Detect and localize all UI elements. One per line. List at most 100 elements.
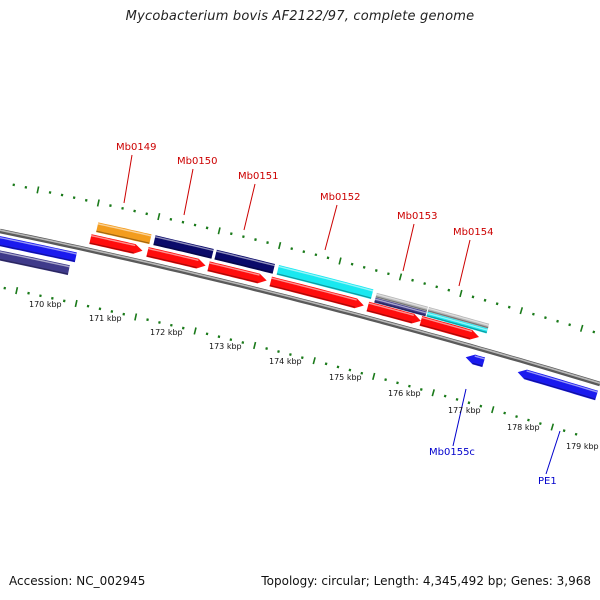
cog-bar-mb0153-top[interactable] [375, 292, 429, 312]
inner-tick-minor [205, 332, 209, 336]
outer-tick-minor [133, 209, 136, 213]
cog-bar-mb0153-bottom-shade [374, 301, 426, 316]
cog-bar-mb0153-top-shine [376, 293, 428, 309]
gene-label-mb0150[interactable]: Mb0150 [177, 156, 217, 167]
outer-tick-minor [229, 232, 233, 236]
inner-tick-minor [503, 411, 507, 415]
cog-bar-mb0153-bottom[interactable] [374, 297, 427, 317]
cds-mb0150-shine [148, 247, 199, 261]
inner-tick-minor [146, 318, 149, 322]
map-title: Mycobacterium bovis AF2122/97, complete … [125, 9, 475, 24]
inner-tick-minor [217, 335, 221, 339]
inner-tick-minor [39, 294, 42, 298]
inner-tick-minor [229, 338, 233, 342]
outer-tick-minor [447, 288, 451, 292]
cds-mb0149[interactable] [89, 234, 143, 254]
outer-tick-minor [544, 316, 547, 320]
gene-label-mb0155c[interactable]: Mb0155c [429, 447, 475, 458]
inner-tick-minor [562, 429, 566, 433]
scale-label-179: 179 kbp [566, 442, 599, 451]
outer-tick-minor [205, 226, 209, 230]
cog-bar-mb0150-body [153, 235, 214, 259]
cds-mb0151[interactable] [207, 261, 267, 284]
outer-tick-minor [145, 212, 149, 216]
cog-bar-mb0151[interactable] [214, 249, 275, 274]
leader-mb0154 [458, 239, 471, 287]
gene-label-mb0154[interactable]: Mb0154 [453, 227, 493, 238]
outer-tick-minor [242, 235, 245, 239]
inner-tick-minor [86, 304, 90, 308]
cds-mb0152-shine [271, 277, 357, 301]
cog-bar-mb0149-body [96, 222, 152, 245]
outer-tick-minor [60, 193, 64, 197]
genome-summary-text: Topology: circular; Length: 4,345,492 bp… [261, 574, 591, 588]
cds-mb0149-shine [90, 235, 136, 247]
scale-label-171: 171 kbp [89, 314, 122, 323]
gene-label-mb0151[interactable]: Mb0151 [238, 171, 278, 182]
inner-tick-minor [27, 291, 30, 295]
inner-tick-major [134, 313, 138, 321]
inner-tick-minor [181, 326, 185, 330]
cds-pe1-shade [524, 377, 596, 400]
inner-tick-minor [62, 299, 66, 303]
outer-tick-minor [84, 198, 88, 202]
cog-bar-mb0152-shade [276, 273, 372, 299]
cog-bar-mb0149-shine [97, 223, 152, 237]
inner-tick-minor [158, 321, 161, 324]
label-leader-lines [123, 154, 561, 475]
cog-bar-mb0151-body [214, 249, 275, 274]
scale-label-177: 177 kbp [448, 406, 481, 415]
outer-tick-minor [121, 206, 124, 210]
inner-tick-minor [360, 371, 364, 375]
inner-tick-major [372, 372, 376, 381]
inner-tick-minor [419, 388, 423, 391]
cog-bar-mb0151-shade [214, 257, 273, 274]
outer-tick-major [96, 199, 100, 207]
cds-mb0155c[interactable] [465, 354, 486, 368]
outer-tick-minor [374, 269, 378, 272]
cog-bar-mb0150[interactable] [153, 235, 214, 259]
outer-tick-major [278, 242, 282, 250]
inner-tick-minor [277, 350, 280, 353]
gene-label-mb0152[interactable]: Mb0152 [320, 192, 360, 203]
scale-label-174: 174 kbp [269, 357, 302, 366]
outer-tick-minor [266, 241, 269, 245]
outer-tick-minor [507, 305, 511, 309]
outer-tick-minor [411, 278, 414, 282]
cds-mb0154-body [419, 316, 479, 340]
cog-bar-mb0154-bottom[interactable] [426, 311, 488, 334]
cds-pe1[interactable] [517, 369, 598, 401]
leader-mb0151 [243, 183, 256, 231]
cog-bar-mb0154-top-shine [428, 307, 489, 326]
cog-bar-mb0153-bottom-shine [374, 298, 427, 314]
cog-bar-mb0151-shine [216, 250, 275, 267]
inner-tick-minor [122, 312, 126, 316]
cog-bar-mb0154-top[interactable] [427, 307, 490, 329]
cog-bar-mb0152[interactable] [276, 265, 374, 300]
outer-tick-major [459, 289, 463, 298]
inner-tick-minor [265, 347, 268, 350]
outer-tick-major [157, 213, 161, 221]
outer-tick-major [217, 227, 221, 235]
cds-left-reverse[interactable] [0, 236, 77, 263]
cog-bar-mb0154-bottom-shade [426, 315, 487, 334]
cog-bar-mb0149[interactable] [96, 222, 152, 245]
leader-mb0150 [183, 168, 194, 216]
gene-label-mb0153[interactable]: Mb0153 [397, 211, 437, 222]
cds-mb0152[interactable] [269, 276, 364, 309]
cds-pe1-shine [526, 370, 598, 393]
cds-mb0150[interactable] [146, 247, 206, 269]
cog-bar-left-reverse[interactable] [0, 250, 70, 276]
genome-backbone-highlight [0, 229, 600, 384]
gene-label-pe1[interactable]: PE1 [538, 476, 557, 487]
outer-tick-major [519, 307, 524, 315]
gene-label-mb0149[interactable]: Mb0149 [116, 142, 156, 153]
cds-mb0154[interactable] [419, 316, 479, 340]
inner-tick-minor [384, 378, 387, 382]
cds-mb0153[interactable] [366, 301, 421, 324]
outer-tick-minor [592, 330, 596, 334]
inner-tick-minor [467, 401, 471, 405]
outer-tick-minor [193, 223, 197, 227]
outer-tick-minor [556, 319, 559, 323]
leader-pe1 [545, 430, 561, 475]
